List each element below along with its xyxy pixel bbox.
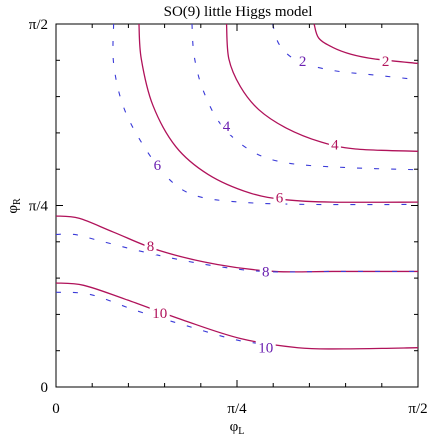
y-axis-label-main: φ: [5, 205, 21, 214]
contour-label-background: [328, 135, 341, 154]
contour-label-dashed-8: 8: [262, 265, 270, 281]
contour-line-solid-10: [55, 282, 419, 350]
axis-ticks: 0 π/4 π/2 0 π/4 π/2: [29, 17, 428, 417]
contour-label-solid-10: 10: [152, 306, 167, 322]
y-tick-label: 0: [41, 380, 49, 396]
contour-line-dashed-6: [112, 23, 419, 206]
contour-label-dashed-6: 6: [154, 158, 162, 174]
contour-label-dashed-4: 4: [223, 119, 231, 135]
x-axis-label-subscript: L: [238, 426, 244, 436]
contour-line-dashed-4: [191, 23, 419, 171]
contour-line-solid-6: [138, 23, 419, 203]
contour-lines: [55, 23, 419, 350]
x-axis-label-main: φ: [230, 419, 239, 435]
contour-label-background: [149, 304, 170, 323]
contour-labels: 2 4 6 8 10 2 4 6 8 10: [144, 52, 392, 357]
contour-line-solid-2: [313, 23, 419, 65]
contour-label-solid-2: 2: [382, 54, 390, 70]
y-tick-label: π/2: [29, 17, 48, 33]
x-axis-label: φL: [230, 419, 245, 436]
contour-label-solid-8: 8: [147, 239, 155, 255]
contour-label-dashed-10: 10: [258, 341, 273, 357]
contour-line-dashed-2: [272, 23, 419, 81]
contour-label-solid-6: 6: [276, 191, 284, 207]
contour-line-solid-4: [225, 23, 419, 152]
y-axis-label: φR: [5, 198, 23, 214]
contour-label-background: [255, 338, 276, 357]
contour-line-dashed-10: [55, 291, 287, 346]
contour-label-background: [273, 188, 286, 207]
contour-label-background: [379, 52, 392, 71]
contour-label-solid-4: 4: [331, 137, 339, 153]
contour-line-solid-8: [55, 215, 418, 273]
chart-title: SO(9) little Higgs model: [164, 4, 313, 20]
x-tick-label: π/4: [227, 401, 247, 417]
contour-label-background: [296, 52, 309, 71]
x-tick-label: π/2: [408, 401, 427, 417]
plot-frame: [55, 23, 419, 388]
contour-line-dashed-8: [55, 233, 418, 273]
contour-label-background: [220, 116, 233, 135]
y-tick-label: π/4: [29, 199, 49, 215]
contour-label-background: [144, 237, 157, 255]
y-axis-label-subscript: R: [12, 198, 23, 205]
contour-label-background: [259, 262, 272, 281]
contour-label-dashed-2: 2: [299, 54, 307, 70]
contour-label-background: [151, 156, 164, 175]
x-tick-label: 0: [52, 401, 60, 417]
